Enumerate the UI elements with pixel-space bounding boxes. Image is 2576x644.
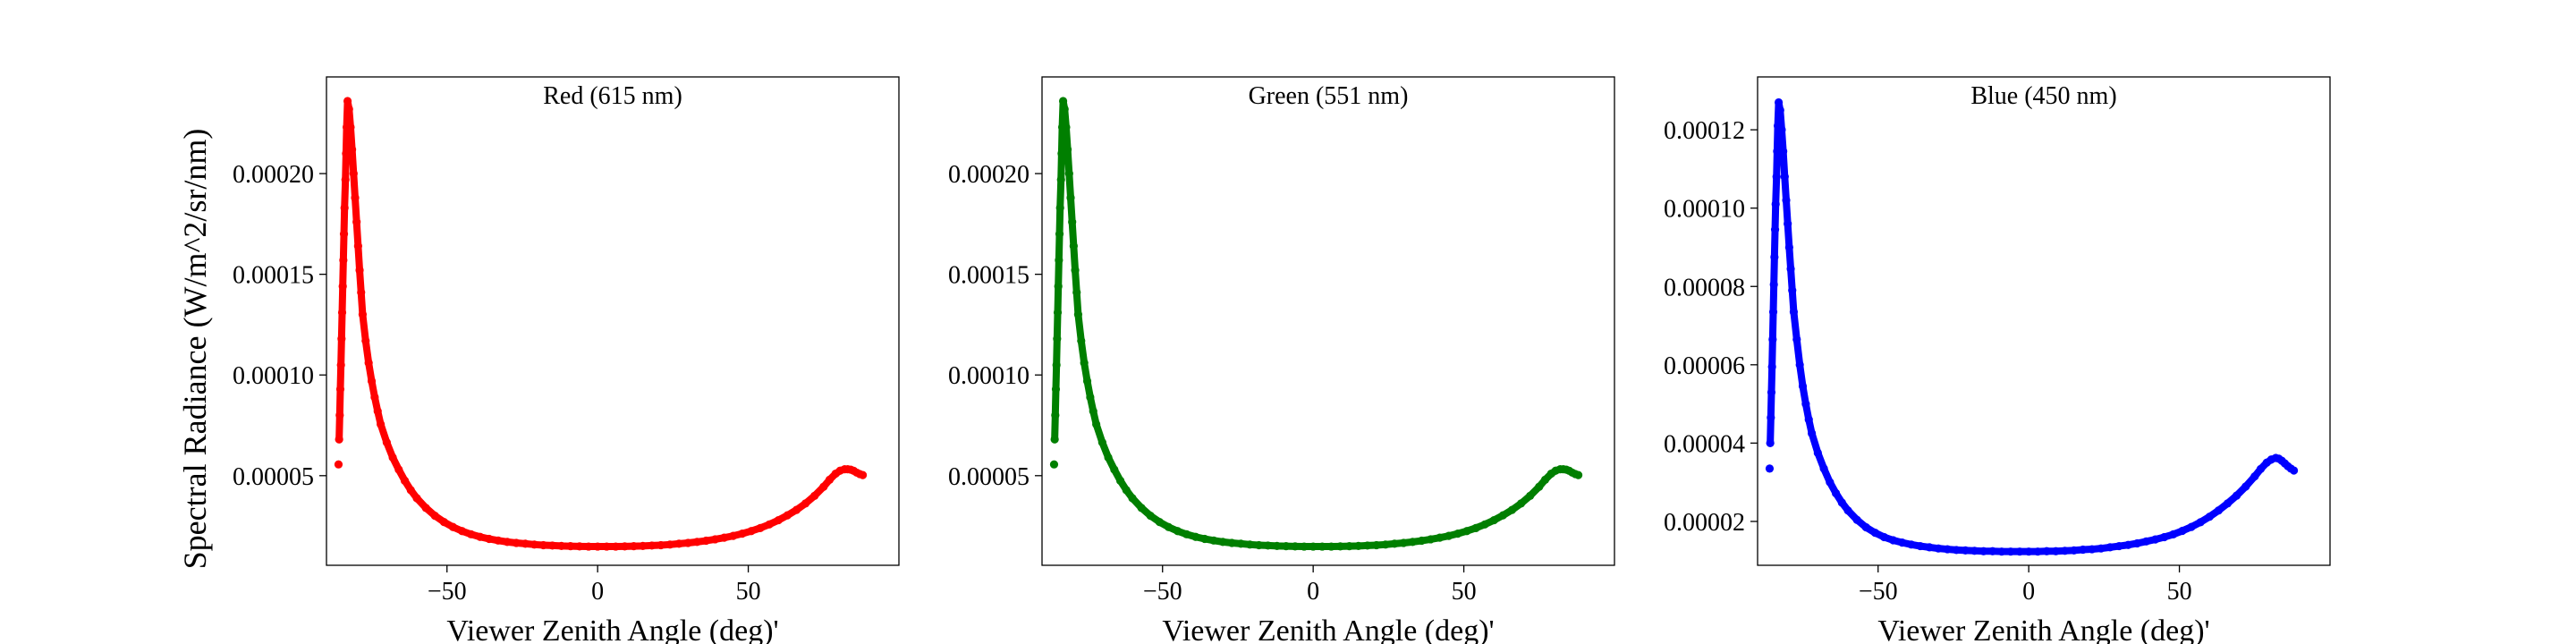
y-tick-label: 0.00010 [233,362,314,390]
x-tick-label: −50 [1859,578,1898,606]
chart-title: Green (551 nm) [1249,82,1409,110]
x-tick-label: 0 [591,578,604,606]
y-tick-label: 0.00004 [1664,430,1745,458]
y-tick-label: 0.00020 [233,161,314,189]
data-points [1049,97,1583,551]
data-point [1765,464,1775,473]
y-tick-label: 0.00020 [948,161,1030,189]
plot-frame [326,76,900,566]
x-tick-label: 0 [1307,578,1319,606]
x-axis-label: Viewer Zenith Angle (deg)' [446,614,778,644]
y-tick-label: 0.00005 [948,463,1030,491]
x-tick-label: 50 [736,578,761,606]
chart-panel-0: −50 0 50 0.00005 0.00010 0.00015 0.00020 Red (6… [233,76,900,644]
y-tick-label: 0.00015 [233,262,314,290]
chart-title: Blue (450 nm) [1970,82,2116,110]
y-tick-label: 0.00002 [1664,509,1745,537]
chart-panel-1: −50 0 50 0.00005 0.00010 0.00015 0.00020 Green … [948,76,1615,644]
series-trace [1767,98,2298,555]
chart-panel-2: −50 0 50 0.00002 0.00004 0.00006 0.00008 0.0001… [1664,76,2331,644]
data-point [1049,460,1059,469]
x-axis-label: Viewer Zenith Angle (deg)' [1162,614,1494,644]
data-points [334,97,868,551]
y-tick-label: 0.00010 [948,362,1030,390]
plot-frame [1757,76,2331,566]
x-tick-label: −50 [1143,578,1182,606]
data-point [334,460,343,469]
data-points [1765,97,2299,556]
x-tick-label: 0 [2022,578,2035,606]
y-tick-label: 0.00010 [1664,196,1745,224]
y-tick-label: 0.00015 [948,262,1030,290]
series-trace [335,97,867,551]
x-axis-label: Viewer Zenith Angle (deg)' [1877,614,2209,644]
figure-y-axis-label: Spectral Radiance (W/m^2/sr/nm) [177,129,213,570]
plot-frame [1041,76,1615,566]
y-tick-label: 0.00012 [1664,117,1745,145]
y-tick-label: 0.00006 [1664,352,1745,380]
chart-title: Red (615 nm) [543,82,682,110]
x-tick-label: 50 [1452,578,1477,606]
series-trace [1051,97,1582,551]
y-tick-label: 0.00008 [1664,274,1745,301]
x-tick-label: 50 [2167,578,2192,606]
y-tick-label: 0.00005 [233,463,314,491]
x-tick-label: −50 [428,578,467,606]
